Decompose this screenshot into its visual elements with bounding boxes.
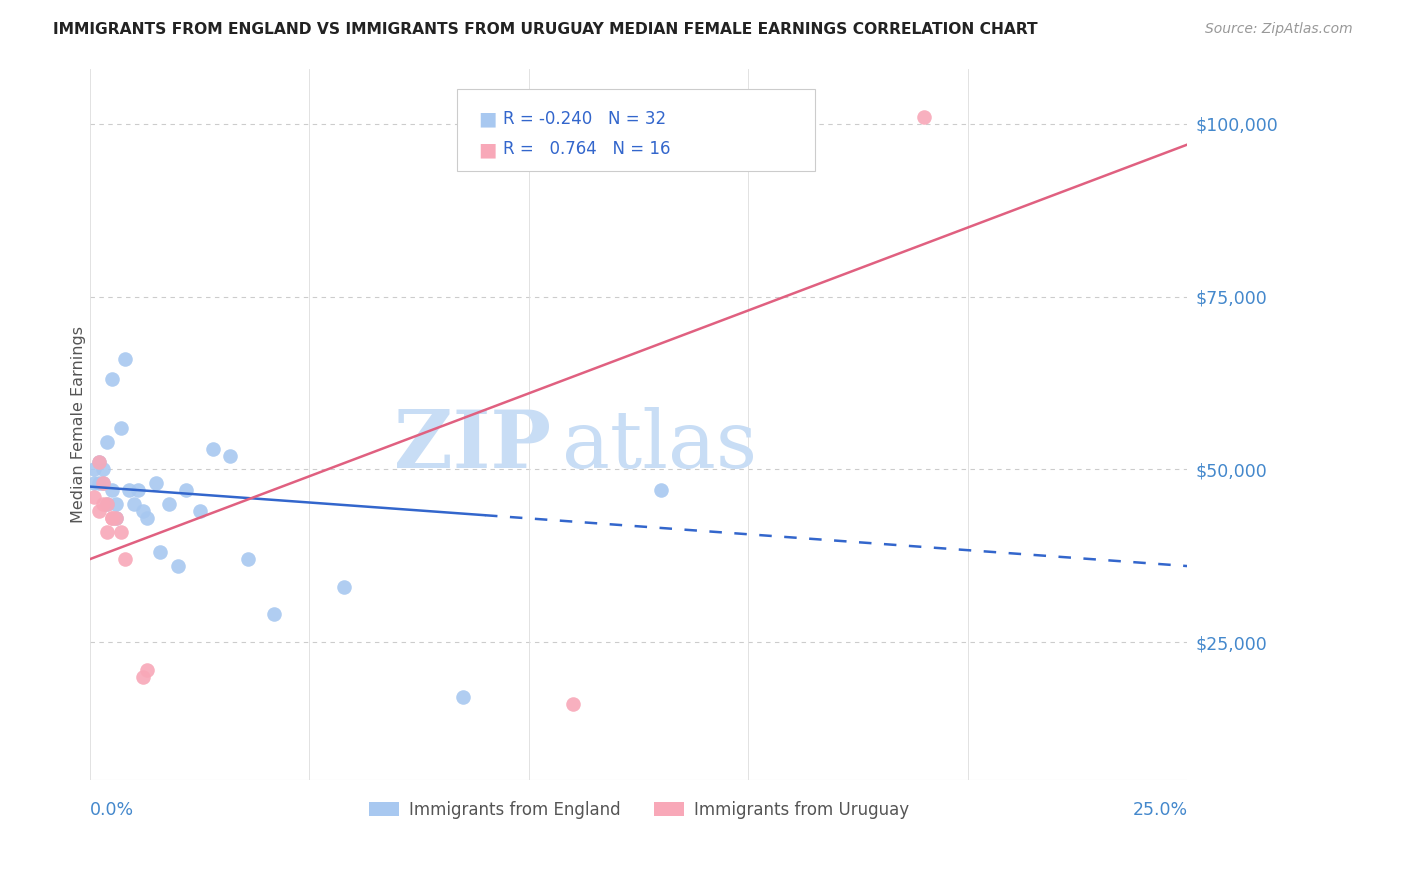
Point xyxy=(166,559,188,574)
Point xyxy=(912,110,935,124)
Point xyxy=(105,510,128,524)
Point xyxy=(145,476,167,491)
Text: Source: ZipAtlas.com: Source: ZipAtlas.com xyxy=(1205,22,1353,37)
Point xyxy=(87,504,110,518)
Point xyxy=(96,497,118,511)
Point xyxy=(201,442,224,456)
Point xyxy=(127,483,149,497)
Text: ■: ■ xyxy=(478,140,496,159)
Text: 0.0%: 0.0% xyxy=(90,801,134,819)
Point xyxy=(91,462,114,476)
Point xyxy=(87,476,110,491)
Point xyxy=(114,351,136,366)
Point xyxy=(451,690,474,705)
Text: ZIP: ZIP xyxy=(394,407,551,484)
Point xyxy=(176,483,198,497)
Point xyxy=(87,455,110,469)
Point xyxy=(101,510,124,524)
Point xyxy=(118,483,141,497)
Point xyxy=(561,698,583,712)
Point xyxy=(101,372,124,386)
Point xyxy=(91,476,114,491)
Point xyxy=(83,476,105,491)
Point xyxy=(149,545,172,559)
Point xyxy=(105,510,128,524)
Text: IMMIGRANTS FROM ENGLAND VS IMMIGRANTS FROM URUGUAY MEDIAN FEMALE EARNINGS CORREL: IMMIGRANTS FROM ENGLAND VS IMMIGRANTS FR… xyxy=(53,22,1038,37)
Point xyxy=(236,552,259,566)
Point xyxy=(131,670,153,684)
Point xyxy=(96,524,118,539)
Text: R = -0.240   N = 32: R = -0.240 N = 32 xyxy=(503,110,666,128)
Point xyxy=(114,552,136,566)
Point xyxy=(91,497,114,511)
Y-axis label: Median Female Earnings: Median Female Earnings xyxy=(72,326,86,523)
Point xyxy=(96,434,118,449)
Text: R =   0.764   N = 16: R = 0.764 N = 16 xyxy=(503,140,671,158)
Point xyxy=(157,497,180,511)
Legend: Immigrants from England, Immigrants from Uruguay: Immigrants from England, Immigrants from… xyxy=(361,794,915,825)
Text: 25.0%: 25.0% xyxy=(1132,801,1188,819)
Point xyxy=(135,663,157,677)
Point xyxy=(333,580,356,594)
Point xyxy=(650,483,672,497)
Point xyxy=(131,504,153,518)
Point xyxy=(110,421,132,435)
Point xyxy=(105,497,128,511)
Point xyxy=(83,462,105,476)
Point xyxy=(83,490,105,504)
Point xyxy=(101,510,124,524)
Text: ■: ■ xyxy=(478,110,496,128)
Point xyxy=(87,455,110,469)
Point xyxy=(96,497,118,511)
Point xyxy=(91,476,114,491)
Point xyxy=(219,449,242,463)
Point xyxy=(263,607,285,622)
Point xyxy=(110,524,132,539)
Point xyxy=(122,497,145,511)
Point xyxy=(188,504,211,518)
Point xyxy=(101,483,124,497)
Text: atlas: atlas xyxy=(562,407,756,484)
Point xyxy=(135,510,157,524)
